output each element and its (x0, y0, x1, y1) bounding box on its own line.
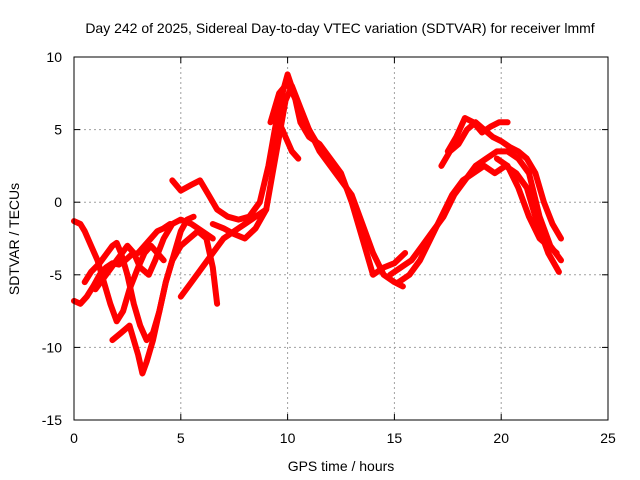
x-tick-label: 0 (70, 430, 78, 446)
x-tick-label: 10 (280, 430, 296, 446)
series-line-arc-2 (71, 218, 167, 325)
series-line-arc-11 (387, 148, 564, 278)
series-line-arc-9 (276, 119, 302, 162)
series-line-arc-6 (177, 206, 270, 300)
y-tick-label: -10 (42, 339, 62, 355)
y-tick-label: 10 (46, 49, 62, 65)
axis-ticks: 0 5 10 15 20 25 -15 -10 -5 0 5 10 (42, 49, 616, 446)
y-tick-label: -5 (50, 267, 63, 283)
data-series (71, 71, 564, 377)
series-line-arc-12 (395, 162, 562, 286)
plot-frame (73, 56, 609, 421)
y-tick-label: 5 (54, 122, 62, 138)
series-line-arc-5 (109, 228, 221, 377)
y-tick-label: -15 (42, 412, 62, 428)
x-tick-label: 15 (387, 430, 403, 446)
series-line-arc-4 (92, 216, 216, 293)
x-axis-title: GPS time / hours (288, 458, 395, 474)
grid-lines (74, 57, 608, 420)
x-tick-label: 20 (493, 430, 509, 446)
series-line-arc-14 (438, 119, 564, 242)
chart-title: Day 242 of 2025, Sidereal Day-to-day VTE… (85, 20, 594, 36)
y-tick-label: 0 (54, 194, 62, 210)
x-tick-label: 5 (177, 430, 185, 446)
series-line-arc-10 (267, 80, 325, 155)
x-tick-label: 25 (600, 430, 616, 446)
y-axis-title: SDTVAR / TECUs (6, 183, 22, 295)
series-line-arc-15 (493, 155, 560, 256)
